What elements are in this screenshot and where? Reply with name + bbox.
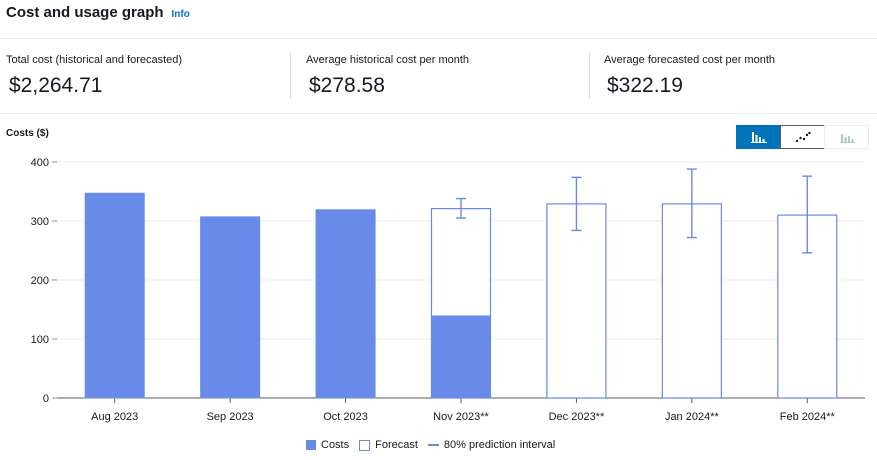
legend-item-interval[interactable]: 80% prediction interval — [427, 439, 556, 451]
legend-swatch-forecast — [359, 439, 371, 451]
legend-swatch-interval — [427, 444, 439, 446]
header-divider — [0, 38, 877, 39]
legend-item-forecast[interactable]: Forecast — [359, 439, 418, 451]
cost-bar — [431, 315, 491, 399]
y-tick-label: 0 — [43, 393, 49, 405]
legend-label: Forecast — [375, 439, 418, 451]
x-tick-label: Oct 2023 — [323, 411, 368, 423]
y-tick-label: 200 — [31, 275, 49, 287]
x-tick-label: Feb 2024** — [780, 411, 836, 423]
legend-swatch-costs — [306, 440, 316, 450]
x-tick-label: Dec 2023** — [549, 411, 605, 423]
metric-average-forecasted: Average forecasted cost per month $322.1… — [604, 54, 775, 98]
cost-bar — [200, 216, 261, 399]
metric-label: Average forecasted cost per month — [604, 54, 776, 66]
stacked-bar-chart-icon — [839, 134, 855, 143]
graph-header: Cost and usage graph Info — [6, 4, 190, 21]
legend-label: Costs — [321, 439, 350, 451]
x-tick-label: Sep 2023 — [207, 411, 254, 423]
metric-value: $2,264.71 — [9, 74, 103, 97]
stacked-bar-chart-button[interactable] — [824, 125, 869, 149]
y-axis-title: Costs ($) — [6, 128, 49, 139]
cost-bar — [315, 209, 376, 399]
y-tick-label: 300 — [31, 216, 49, 228]
metric-label: Total cost (historical and forecasted) — [6, 54, 183, 66]
x-tick-label: Nov 2023** — [433, 411, 489, 423]
forecast-bar — [546, 203, 607, 399]
metric-value: $322.19 — [607, 74, 683, 97]
bar-chart-icon — [750, 132, 767, 143]
x-tick-label: Aug 2023 — [91, 411, 138, 423]
y-tick-label: 100 — [31, 334, 49, 346]
legend-label: 80% prediction interval — [443, 439, 556, 451]
cost-bar — [84, 192, 145, 399]
metric-value: $278.58 — [309, 74, 385, 97]
page-title: Cost and usage graph — [6, 4, 164, 21]
y-tick-label: 400 — [31, 157, 49, 169]
metrics-divider — [0, 113, 877, 114]
metric-label: Average historical cost per month — [306, 54, 470, 66]
info-link[interactable]: Info — [171, 9, 190, 20]
metric-divider — [290, 52, 291, 98]
metric-divider — [589, 52, 590, 98]
metric-average-historical: Average historical cost per month $278.5… — [306, 54, 469, 98]
line-chart-icon — [795, 131, 811, 143]
metric-total-cost: Total cost (historical and forecasted) $… — [6, 54, 182, 98]
chart-legend: Costs Forecast 80% prediction interval — [306, 439, 565, 451]
legend-item-costs[interactable]: Costs — [306, 439, 349, 451]
chart-type-toggle — [736, 125, 869, 149]
bar-chart-button[interactable] — [736, 125, 781, 149]
x-tick-label: Jan 2024** — [665, 411, 720, 423]
